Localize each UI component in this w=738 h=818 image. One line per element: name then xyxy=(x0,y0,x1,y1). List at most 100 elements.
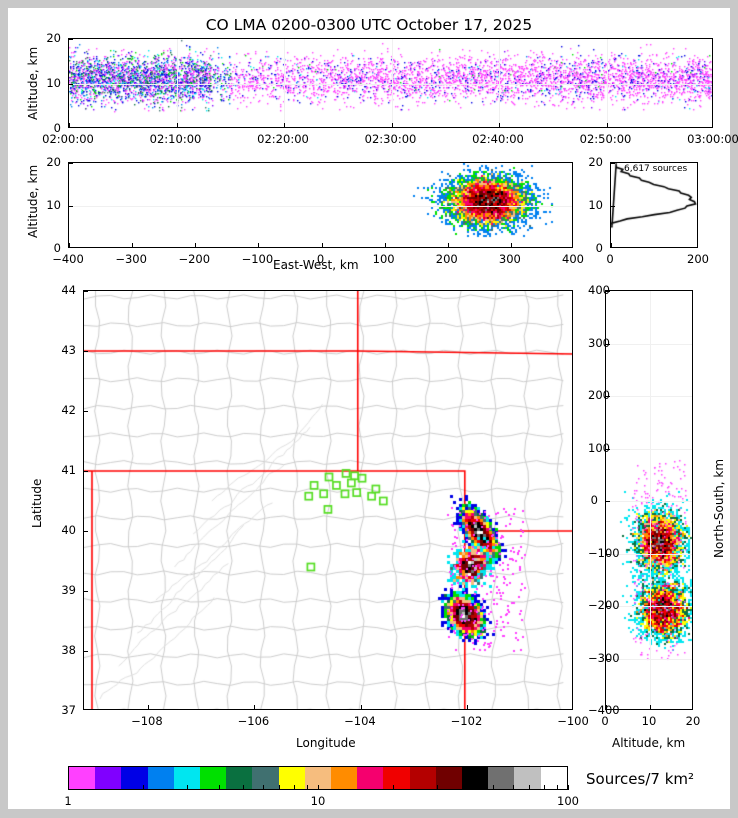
axis-tick-label: 0 xyxy=(601,714,609,728)
axis-tick-label: 10 xyxy=(46,198,61,212)
panel-plan-view-map: Latitude Longitude −108 −106 −104 −102 −100 3… xyxy=(8,268,589,758)
tick-mark xyxy=(176,123,178,127)
axis-tick-label: 39 xyxy=(61,583,76,597)
axis-tick-label: −300 xyxy=(588,650,620,665)
axis-tick-label: 0 xyxy=(606,252,614,266)
tick-mark xyxy=(606,705,607,709)
colorbar-segment xyxy=(409,767,436,789)
axis-tick-label: −400 xyxy=(52,252,84,266)
gridline xyxy=(606,553,692,555)
axis-tick-label: 02:40:00 xyxy=(472,132,524,146)
axis-tick-label: −300 xyxy=(115,252,147,266)
gridline xyxy=(391,39,393,127)
axis-tick-label: 38 xyxy=(61,643,76,657)
panel-time-height: Altitude, km 02:00:00 02:10:00 02:20:00 02:… xyxy=(8,8,738,148)
gridline xyxy=(606,658,692,660)
tick-mark xyxy=(391,123,393,127)
tick-mark xyxy=(606,291,610,292)
gridline xyxy=(606,606,692,607)
axis-tick-label: 200 xyxy=(588,388,610,402)
panel-altitude-histogram: 6,617 sources 0 200 0 10 20 xyxy=(588,148,730,268)
colorbar-segment xyxy=(95,767,122,789)
gridline xyxy=(606,448,692,450)
tick-mark xyxy=(384,243,386,247)
axis-tick-label: 02:00:00 xyxy=(42,132,94,146)
axis-tick-label: −102 xyxy=(450,714,483,728)
colorbar-tick xyxy=(279,785,281,790)
colorbar-tick xyxy=(512,785,514,790)
colorbar-tick xyxy=(218,785,220,790)
tick-mark xyxy=(650,705,651,709)
colorbar-segment xyxy=(462,767,489,789)
tick-mark xyxy=(84,291,88,292)
colorbar-tick xyxy=(293,785,295,790)
tick-mark xyxy=(69,39,73,40)
tick-mark xyxy=(258,243,260,247)
axis-tick-label: −100 xyxy=(241,252,274,266)
colorbar-segment xyxy=(435,767,463,789)
gridline xyxy=(284,39,285,127)
colorbar-tick xyxy=(242,785,244,790)
map-plot-area[interactable] xyxy=(83,290,573,710)
tick-mark xyxy=(447,243,449,247)
time-height-plot-area[interactable] xyxy=(68,38,713,128)
colorbar-segment xyxy=(173,767,201,789)
north-south-height-plot-area[interactable] xyxy=(605,290,693,710)
axis-tick-label: 02:10:00 xyxy=(149,132,202,146)
tick-mark xyxy=(467,705,469,709)
map-canvas xyxy=(84,291,572,709)
tick-mark xyxy=(611,206,615,207)
axis-tick-label: −200 xyxy=(178,252,211,266)
colorbar-segment xyxy=(304,767,332,789)
colorbar-segment xyxy=(514,767,541,789)
altitude-histogram-plot-area[interactable]: 6,617 sources xyxy=(610,162,698,248)
axis-tick-label: 400 xyxy=(562,252,584,266)
tick-mark xyxy=(84,351,88,352)
tick-mark xyxy=(510,243,512,247)
axis-tick-label: 40 xyxy=(61,523,76,537)
axis-tick-label: 200 xyxy=(687,252,709,266)
colorbar-unit-label: Sources/7 km² xyxy=(586,770,695,788)
tick-mark xyxy=(321,243,323,247)
axis-tick-label: 300 xyxy=(588,335,610,350)
colorbar-segment xyxy=(200,767,227,789)
ns-altitude-axis-label: Altitude, km xyxy=(612,736,686,750)
axis-tick-label: 300 xyxy=(498,252,521,266)
tick-mark xyxy=(284,123,285,127)
source-count-annotation: 6,617 sources xyxy=(624,164,688,174)
colorbar-tick xyxy=(393,785,395,790)
axis-tick-label: 0 xyxy=(53,241,61,255)
colorbar-segment xyxy=(488,767,515,789)
tick-mark xyxy=(606,606,610,607)
colorbar-tick xyxy=(68,785,69,790)
tick-mark xyxy=(69,243,70,247)
tick-mark xyxy=(84,591,88,592)
axis-tick-label: 41 xyxy=(61,463,76,477)
page-title: CO LMA 0200-0300 UTC October 17, 2025 xyxy=(205,16,533,34)
tick-mark xyxy=(132,243,134,247)
axis-tick-label: −400 xyxy=(588,703,620,717)
axis-tick-label: 20 xyxy=(588,155,603,169)
axis-tick-label: −104 xyxy=(344,714,376,728)
gridline xyxy=(650,291,651,709)
tick-mark xyxy=(84,651,88,652)
tick-mark xyxy=(606,658,610,660)
tick-mark xyxy=(69,123,70,127)
latitude-axis-label: Latitude xyxy=(30,478,44,528)
axis-tick-label: 10 xyxy=(641,714,657,728)
axis-tick-label: 02:30:00 xyxy=(364,132,417,146)
east-west-height-plot-area[interactable] xyxy=(68,162,573,248)
tick-mark xyxy=(84,531,88,532)
axis-tick-label: 10 xyxy=(46,76,61,90)
colorbar-panel: 1 10 100 Sources/7 km² xyxy=(8,758,730,818)
panel-east-west-height: Altitude, km East-West, km −400 −300 −200−… xyxy=(8,148,730,272)
axis-tick-label: 03:00:00 xyxy=(687,132,738,146)
colorbar-tick xyxy=(306,785,308,790)
axis-tick-label: 0 xyxy=(316,252,325,266)
tick-mark xyxy=(611,163,615,164)
tick-mark xyxy=(84,471,88,472)
axis-tick-label: −100 xyxy=(557,714,589,728)
colorbar-tick xyxy=(143,785,145,790)
colorbar-tick xyxy=(543,785,545,790)
east-west-axis-label: East-West, km xyxy=(273,258,359,272)
